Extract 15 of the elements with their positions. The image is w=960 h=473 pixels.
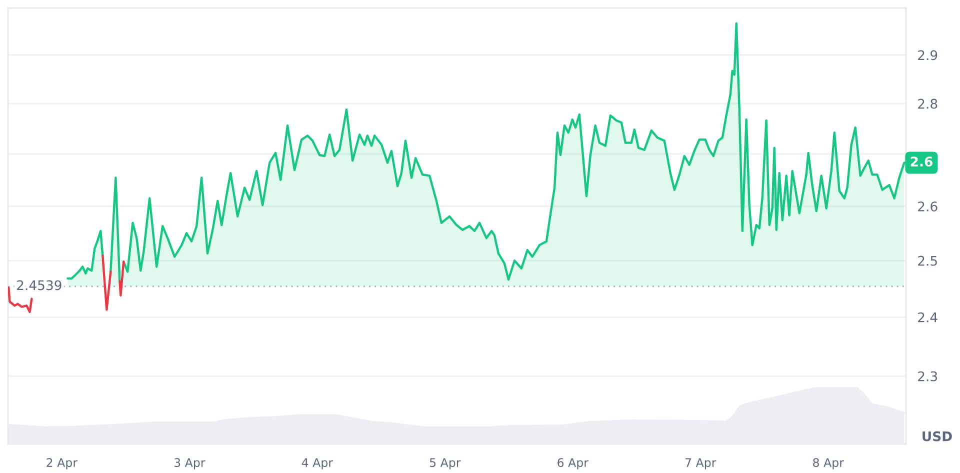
y-tick-label: 2.6: [918, 201, 938, 212]
x-tick-label: 8 Apr: [813, 458, 844, 470]
y-tick-label: 2.3: [918, 371, 938, 382]
y-tick-label: 2.9: [918, 50, 938, 60]
x-tick-label: 2 Apr: [46, 458, 78, 470]
y-tick-label: 2.5: [918, 256, 937, 266]
x-tick-label: 5 Apr: [430, 458, 461, 470]
ref-line-label: 2.4539: [17, 280, 62, 290]
y-tick-label: 2.8: [918, 98, 938, 109]
x-tick-label: 7 Apr: [686, 458, 716, 470]
y-axis-title: USD: [922, 431, 952, 442]
x-tick-label: 4 Apr: [302, 458, 333, 470]
y-tick-label: 2.4: [918, 312, 938, 322]
x-tick-label: 3 Apr: [174, 458, 206, 470]
x-tick-label: 6 Apr: [558, 458, 588, 470]
